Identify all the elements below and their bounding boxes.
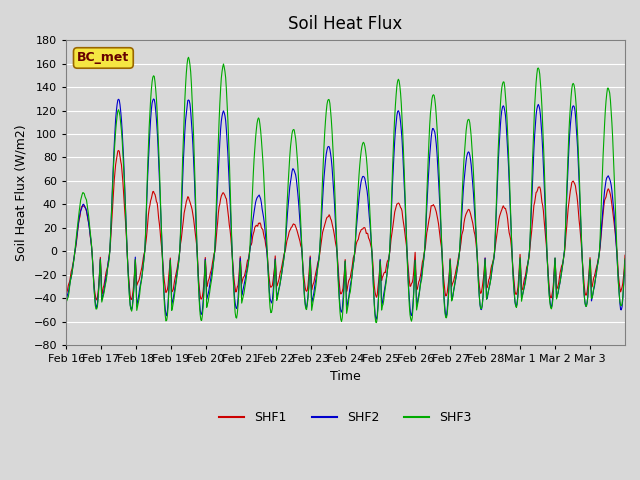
- SHF3: [436, 192, 444, 197]
- SHF2: [436, 204, 444, 210]
- SHF1: [621, 252, 629, 258]
- SHF3: [62, 299, 70, 304]
- SHF2: [62, 298, 70, 304]
- Y-axis label: Soil Heat Flux (W/m2): Soil Heat Flux (W/m2): [15, 124, 28, 261]
- SHF2: [621, 257, 629, 263]
- SHF3: [621, 256, 629, 262]
- SHF3: [231, 310, 239, 315]
- SHF1: [436, 233, 444, 239]
- SHF2: [404, 285, 412, 290]
- Legend: SHF1, SHF2, SHF3: SHF1, SHF2, SHF3: [214, 407, 477, 430]
- SHF3: [280, 255, 288, 261]
- SHF2: [259, 210, 267, 216]
- SHF1: [232, 289, 240, 295]
- SHF2: [150, 96, 157, 102]
- SHF2: [280, 255, 288, 261]
- Line: SHF3: SHF3: [66, 57, 625, 323]
- SHF2: [372, 316, 380, 322]
- SHF3: [404, 288, 412, 294]
- SHF3: [372, 320, 380, 325]
- SHF1: [404, 269, 412, 275]
- SHF3: [259, 157, 267, 163]
- SHF2: [128, 306, 136, 312]
- SHF1: [260, 231, 268, 237]
- SHF1: [129, 288, 137, 293]
- SHF1: [62, 290, 70, 296]
- Line: SHF1: SHF1: [66, 151, 625, 300]
- SHF1: [115, 148, 122, 154]
- X-axis label: Time: Time: [330, 370, 361, 383]
- SHF3: [128, 308, 136, 314]
- SHF1: [281, 250, 289, 255]
- Title: Soil Heat Flux: Soil Heat Flux: [289, 15, 403, 33]
- Text: BC_met: BC_met: [77, 51, 129, 64]
- SHF2: [231, 300, 239, 306]
- Line: SHF2: SHF2: [66, 99, 625, 319]
- SHF1: [93, 297, 100, 303]
- SHF3: [185, 54, 193, 60]
